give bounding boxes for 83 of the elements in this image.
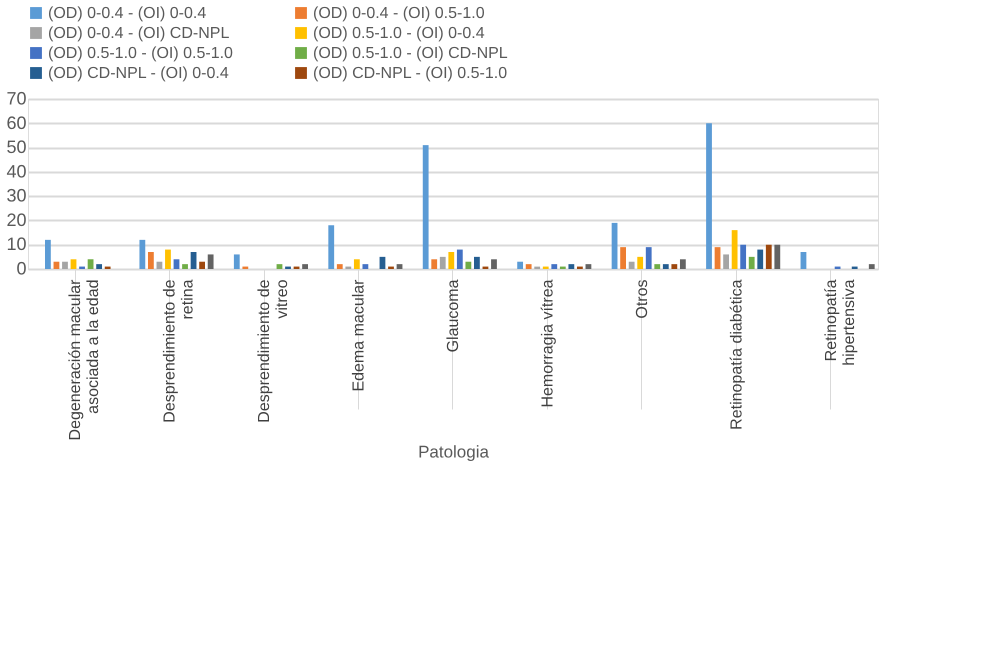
bar [380, 256, 386, 269]
bar [422, 145, 429, 269]
bar [740, 244, 746, 269]
bar [328, 225, 334, 269]
y-tick-label: 0 [16, 258, 26, 278]
bar [276, 264, 282, 269]
bar [396, 264, 402, 269]
bar [336, 264, 343, 269]
bar [671, 264, 678, 269]
bar [491, 259, 497, 269]
bar [234, 254, 240, 269]
x-tick-label: Desprendimiento de retina [162, 279, 197, 423]
bar [440, 256, 446, 269]
bar [174, 259, 180, 269]
bar [199, 262, 206, 269]
bar [54, 262, 60, 269]
bar [714, 247, 720, 269]
bar [208, 254, 214, 269]
x-tick-label: Retinopatía hipertensiva [822, 279, 858, 366]
bar [868, 264, 875, 269]
bar [362, 264, 368, 269]
bar [165, 250, 171, 269]
bar [586, 264, 592, 269]
y-tick-label: 20 [6, 210, 26, 230]
y-tick-label: 70 [6, 88, 26, 108]
bar [302, 264, 308, 269]
bar [680, 259, 686, 269]
bar [448, 252, 454, 269]
bar [757, 250, 764, 269]
y-tick-label: 10 [6, 234, 26, 254]
bar [431, 259, 438, 269]
bar [732, 230, 738, 269]
y-tick-label: 40 [6, 161, 26, 182]
bar [774, 244, 780, 269]
x-tick-label: Glaucoma [445, 279, 462, 352]
bar [474, 256, 480, 269]
bar [620, 247, 626, 269]
bar [88, 259, 94, 269]
legend-label: (OD) 0.5-1.0 - (OI) 0.5-1.0 [48, 45, 234, 62]
legend-label: (OD) 0.5-1.0 - (OI) CD-NPL [313, 45, 508, 62]
legend-label: (OD) 0.5-1.0 - (OI) 0-0.4 [313, 25, 485, 42]
bar [654, 264, 660, 269]
x-tick-label: Retinopatía diabética [728, 279, 746, 430]
bar [526, 264, 532, 269]
bar [637, 256, 644, 269]
x-tick-label: Otros [634, 280, 651, 319]
legend-label: (OD) 0-0.4 - (OI) CD-NPL [48, 25, 230, 42]
bar [628, 262, 635, 269]
bar [62, 262, 68, 269]
bar [646, 247, 652, 269]
bar [456, 250, 463, 269]
y-tick-label: 30 [6, 186, 26, 206]
bar [156, 262, 162, 269]
x-tick-label: Edema macular [350, 278, 368, 392]
legend-label: (OD) CD-NPL - (OI) 0.5-1.0 [313, 65, 508, 82]
bar [551, 264, 558, 269]
bar [96, 264, 102, 269]
x-axis-title: Patologia [418, 442, 490, 462]
bar [766, 244, 772, 269]
y-tick-label: 50 [6, 137, 26, 158]
bar [612, 222, 618, 269]
bar [148, 252, 154, 269]
bar [465, 262, 472, 269]
x-tick-label: Desprendimiento de vitreo [256, 279, 292, 423]
bar [723, 254, 729, 269]
bar [182, 264, 188, 269]
legend-label: (OD) CD-NPL - (OI) 0-0.4 [48, 65, 229, 82]
bar [662, 264, 669, 269]
x-tick-label: Hemorragia vítrea [539, 279, 556, 408]
bar [748, 256, 755, 269]
bar [568, 264, 574, 269]
bar [354, 259, 360, 269]
bar [706, 123, 712, 269]
bar [139, 240, 146, 269]
legend-label: (OD) 0-0.4 - (OI) 0.5-1.0 [313, 5, 485, 22]
bar [70, 259, 76, 269]
bar [517, 262, 524, 269]
legend-label: (OD) 0-0.4 - (OI) 0-0.4 [48, 5, 206, 22]
y-tick-label: 60 [6, 112, 26, 133]
bar [800, 252, 806, 269]
x-tick-label: Degeneración macular asociada a la edad [67, 278, 102, 440]
bar [45, 240, 51, 269]
bar [190, 252, 196, 269]
